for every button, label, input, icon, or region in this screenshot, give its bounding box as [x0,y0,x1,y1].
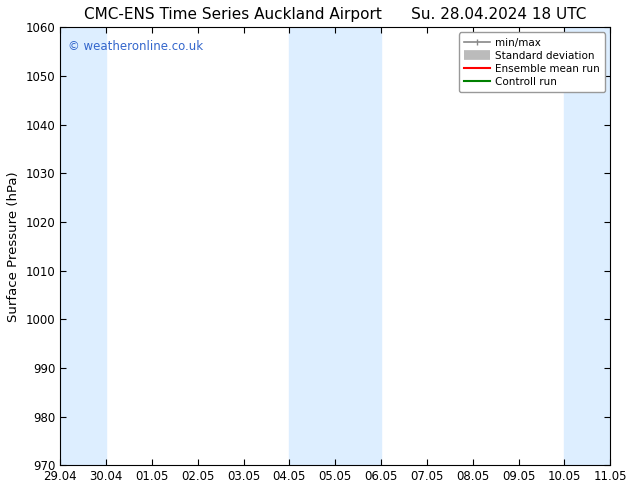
Bar [564,27,634,465]
Bar [60,27,106,465]
Text: © weatheronline.co.uk: © weatheronline.co.uk [68,40,204,53]
Title: CMC-ENS Time Series Auckland Airport      Su. 28.04.2024 18 UTC: CMC-ENS Time Series Auckland Airport Su.… [84,7,586,22]
Bar [289,27,381,465]
Y-axis label: Surface Pressure (hPa): Surface Pressure (hPa) [7,171,20,321]
Legend: min/max, Standard deviation, Ensemble mean run, Controll run: min/max, Standard deviation, Ensemble me… [458,32,605,92]
